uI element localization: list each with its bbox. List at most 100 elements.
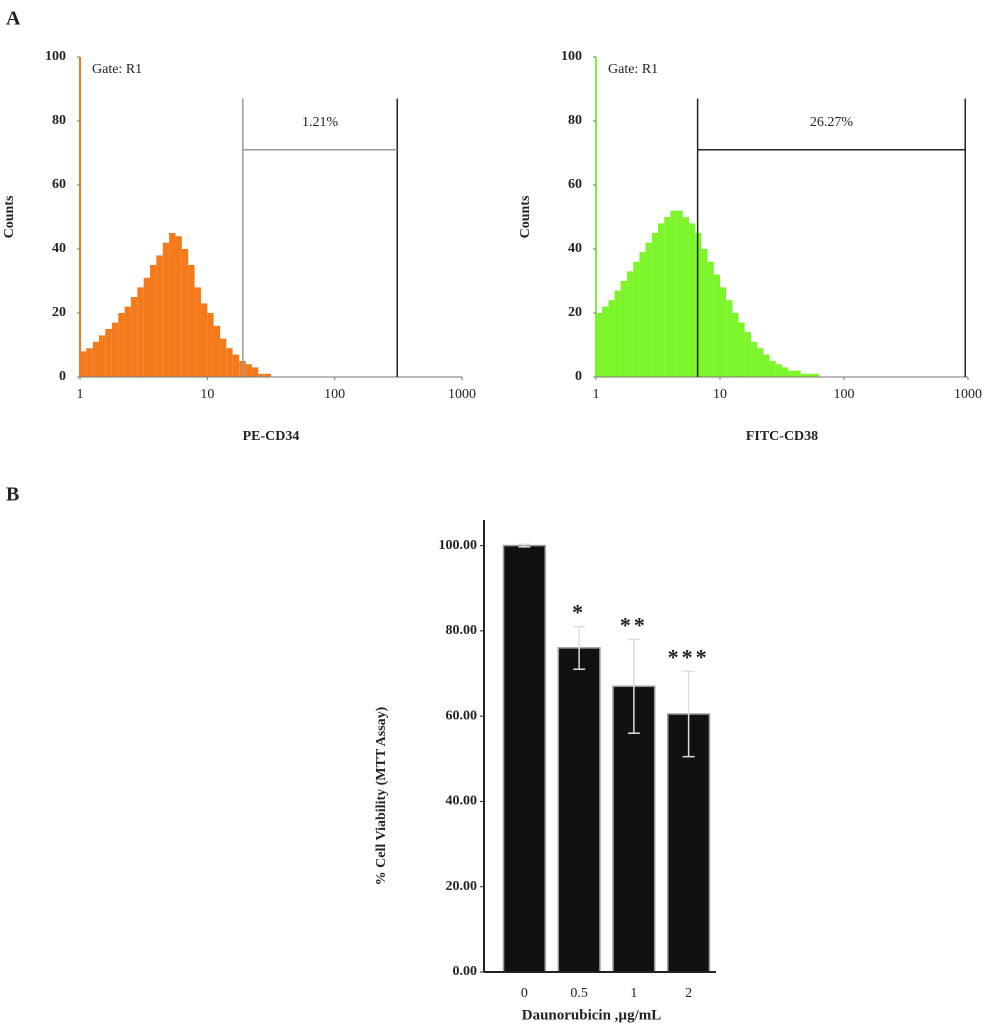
histogram-bar bbox=[200, 303, 208, 377]
histogram-bar bbox=[602, 306, 609, 377]
histogram-bar bbox=[726, 300, 733, 377]
histogram-bar bbox=[639, 252, 646, 377]
histogram-bar bbox=[99, 335, 106, 377]
bar bbox=[502, 544, 546, 973]
histogram-bar bbox=[775, 364, 782, 377]
histogram-bar bbox=[207, 313, 214, 377]
histogram-bar bbox=[713, 274, 720, 377]
x-tick-label: 100 bbox=[834, 387, 855, 402]
histogram-bar bbox=[614, 290, 621, 377]
histogram-bar bbox=[137, 287, 144, 377]
significance: *** bbox=[668, 644, 710, 669]
histogram-bar bbox=[175, 236, 182, 377]
histogram-bar bbox=[788, 370, 795, 377]
x-tick-label: 0 bbox=[521, 986, 528, 1001]
histogram-bar bbox=[92, 341, 100, 377]
y-tick-label: 60 bbox=[568, 177, 582, 192]
histogram-bar bbox=[181, 249, 189, 377]
histogram-bar bbox=[676, 210, 683, 377]
histogram-bar bbox=[800, 373, 807, 377]
histogram-bar bbox=[688, 223, 696, 377]
histogram-bar bbox=[143, 277, 151, 377]
histogram-bar bbox=[105, 329, 112, 377]
histogram-bar bbox=[812, 373, 820, 377]
histogram-bar bbox=[707, 261, 714, 377]
histogram-bar bbox=[264, 373, 271, 377]
histogram-bar bbox=[738, 322, 745, 377]
x-axis-label: Daunorubicin ,µg/mL bbox=[522, 1007, 662, 1023]
x-tick-label: 1 bbox=[630, 986, 637, 1001]
histogram-bar bbox=[645, 242, 652, 377]
histogram-bar bbox=[651, 233, 658, 377]
gate-name: Gate: R1 bbox=[92, 62, 142, 77]
histogram-bar bbox=[664, 217, 671, 377]
histogram-bar bbox=[633, 261, 640, 377]
y-tick-label: 20 bbox=[568, 305, 582, 320]
histogram-bar bbox=[232, 354, 240, 377]
bar bbox=[557, 647, 601, 973]
histogram-bar bbox=[670, 210, 677, 377]
panel-label: B bbox=[6, 484, 19, 506]
histogram-bar bbox=[213, 325, 221, 377]
y-tick-label: 20 bbox=[52, 305, 66, 320]
y-tick-label: 100 bbox=[561, 49, 582, 64]
y-tick-label: 40 bbox=[52, 241, 66, 256]
y-tick-label: 0 bbox=[575, 369, 582, 384]
histogram-bar bbox=[86, 348, 93, 377]
y-tick-label: 100.00 bbox=[439, 538, 478, 553]
y-tick-label: 60 bbox=[52, 177, 66, 192]
histogram-bar bbox=[194, 287, 201, 377]
y-tick-label: 100 bbox=[45, 49, 66, 64]
y-tick-label: 0.00 bbox=[453, 964, 478, 979]
histogram-bar bbox=[80, 351, 87, 377]
histogram-bar bbox=[111, 322, 119, 377]
histogram-bar bbox=[150, 265, 157, 377]
histogram-bar bbox=[258, 373, 265, 377]
y-tick-label: 0 bbox=[59, 369, 66, 384]
histogram-bar bbox=[226, 348, 233, 377]
y-tick-label: 20.00 bbox=[446, 879, 478, 894]
histogram-bar bbox=[220, 338, 227, 377]
y-tick-label: 80 bbox=[568, 113, 582, 128]
y-tick-label: 80 bbox=[52, 113, 66, 128]
histogram-bar bbox=[118, 313, 125, 377]
x-tick-label: 2 bbox=[685, 986, 692, 1001]
x-tick-label: 1000 bbox=[954, 387, 982, 402]
gate-name: Gate: R1 bbox=[608, 62, 658, 77]
histogram-bar bbox=[596, 313, 603, 377]
x-axis-label: PE-CD34 bbox=[243, 429, 300, 444]
significance: * bbox=[572, 600, 586, 625]
histogram-bar bbox=[130, 297, 138, 377]
histogram-bar bbox=[620, 281, 628, 377]
x-tick-label: 1000 bbox=[448, 387, 476, 402]
x-axis-label: FITC-CD38 bbox=[746, 429, 818, 444]
histogram-bar bbox=[751, 341, 758, 377]
y-tick-label: 60.00 bbox=[446, 708, 478, 723]
y-axis-label: Counts bbox=[2, 195, 17, 238]
histogram-bar bbox=[162, 242, 170, 377]
histogram-bar bbox=[781, 367, 789, 377]
histogram-bar bbox=[627, 271, 634, 377]
y-axis-label: % Cell Viability (MTT Assay) bbox=[374, 706, 389, 885]
histogram-bar bbox=[245, 364, 252, 377]
histogram-bar bbox=[657, 223, 665, 377]
x-tick-label: 100 bbox=[324, 387, 345, 402]
x-tick-label: 10 bbox=[200, 387, 214, 402]
y-tick-label: 40.00 bbox=[446, 794, 478, 809]
histogram-bar bbox=[682, 217, 689, 377]
x-tick-label: 10 bbox=[713, 387, 727, 402]
histogram-bar bbox=[794, 370, 801, 377]
gate-label: 1.21% bbox=[302, 115, 339, 130]
histogram-bar bbox=[732, 313, 739, 377]
histogram-bar bbox=[720, 287, 727, 377]
histogram-bar bbox=[169, 233, 176, 377]
histogram-bar bbox=[769, 361, 776, 377]
gate-label: 26.27% bbox=[810, 115, 854, 130]
y-tick-label: 40 bbox=[568, 241, 582, 256]
histogram-bar bbox=[701, 249, 708, 377]
y-axis-label: Counts bbox=[518, 195, 533, 238]
histogram-bar bbox=[156, 255, 163, 377]
x-tick-label: 0.5 bbox=[570, 986, 588, 1001]
panel-label: A bbox=[6, 8, 21, 30]
